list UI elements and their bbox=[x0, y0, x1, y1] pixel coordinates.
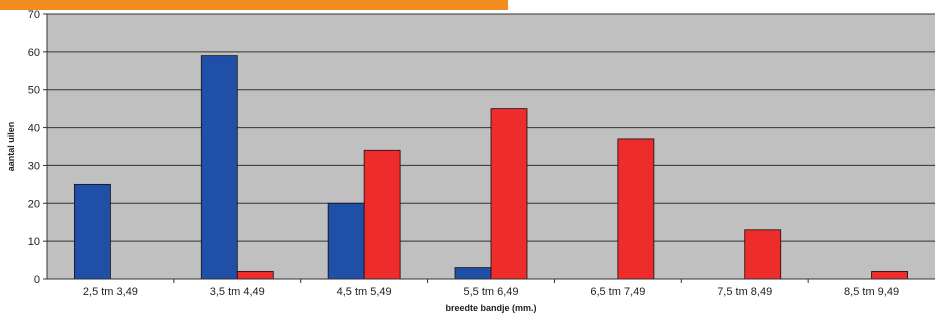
axes bbox=[46, 14, 935, 280]
x-tick-label: 2,5 tm 3,49 bbox=[83, 286, 138, 298]
x-tick-label: 7,5 tm 8,49 bbox=[717, 286, 772, 298]
bar-series1-3 bbox=[454, 267, 492, 280]
y-tick-label: 70 bbox=[28, 9, 40, 21]
y-tick-label: 10 bbox=[28, 236, 40, 248]
y-tick-label: 0 bbox=[34, 274, 40, 286]
bar-series1-0 bbox=[74, 183, 111, 280]
x-axis-label: breedte bandje (mm.) bbox=[445, 303, 536, 313]
y-tick-label: 30 bbox=[28, 160, 40, 172]
x-tick-label: 6,5 tm 7,49 bbox=[590, 286, 645, 298]
bar-series1-1 bbox=[200, 55, 238, 280]
bar-series1-2 bbox=[327, 202, 365, 280]
bar-series2-5 bbox=[744, 229, 782, 280]
y-tick-label: 60 bbox=[28, 47, 40, 59]
bar-series2-3 bbox=[490, 108, 528, 280]
bar-series2-6 bbox=[871, 271, 908, 280]
orange-header-bar bbox=[0, 0, 508, 10]
x-tick-label: 8,5 tm 9,49 bbox=[844, 286, 899, 298]
y-axis-label: aantal uilen bbox=[6, 122, 16, 172]
y-tick-label: 20 bbox=[28, 198, 40, 210]
x-tick-label: 4,5 tm 5,49 bbox=[337, 286, 392, 298]
y-tick-label: 40 bbox=[28, 123, 40, 135]
bar-series2-2 bbox=[363, 149, 401, 280]
bar-series2-4 bbox=[617, 138, 655, 280]
x-tick-labels: 2,5 tm 3,49 3,5 tm 4,49 4,5 tm 5,49 5,5 tm … bbox=[83, 286, 899, 298]
y-tick-labels: 0 10 20 30 40 50 60 70 bbox=[28, 9, 40, 286]
y-tick-label: 50 bbox=[28, 85, 40, 97]
bars bbox=[74, 55, 908, 280]
x-tick-label: 5,5 tm 6,49 bbox=[463, 286, 518, 298]
bar-series2-1 bbox=[236, 271, 274, 280]
x-tick-label: 3,5 tm 4,49 bbox=[210, 286, 265, 298]
